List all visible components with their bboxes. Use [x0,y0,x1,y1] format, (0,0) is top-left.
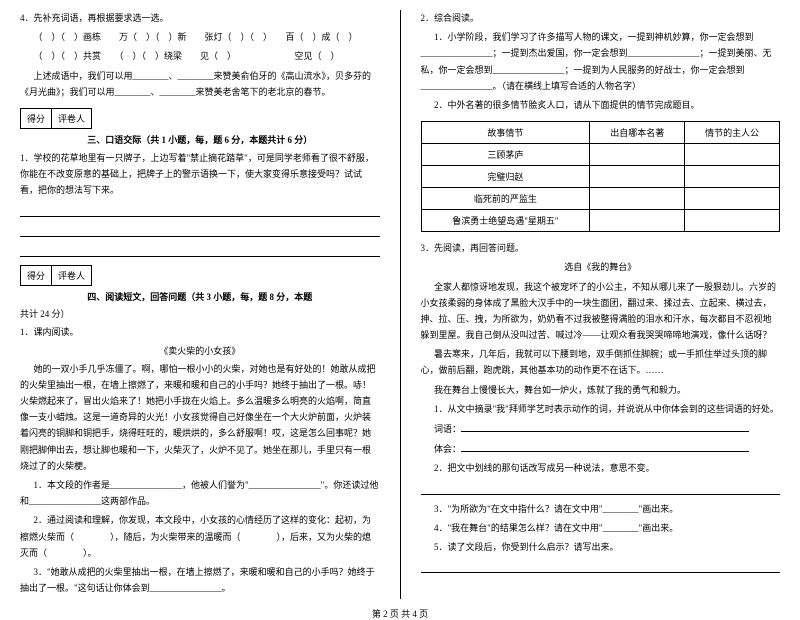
cell-plot: 鲁滨勇士绝望岛遇"星期五" [421,210,590,232]
r-q3-sub1: 1．从文中摘录"我"拜师学艺时表示动作的词，并说说从中你体会到的这些词语的好处。 [421,401,781,417]
r-q2-p1: 1．小学阶段，我们学习了许多描写人物的课文，一提到神机妙算，你一定会想到____… [421,29,781,94]
r-q3-sub5: 5．读了文段后，你受到什么启示？请写出来。 [421,539,781,555]
table-row: 鲁滨勇士绝望岛遇"星期五" [421,210,780,232]
cell-empty [685,188,780,210]
r-q3-sub2: 2．把文中划线的那句话改写成另一种说法，意思不变。 [421,460,781,476]
answer-lines-1 [20,203,380,257]
score-box-3: 得分 评卷人 [20,108,92,129]
s4-sub3: 3．"她敢从成把的火柴里抽出一根，在墙上擦燃了，来暖和暖和自己的小手吗？她终于抽… [20,564,380,596]
cell-empty [685,166,780,188]
r-q3-para1: 全家人都惊讶地发现，我这个被宠坏了的小公主，不知从哪儿来了一股狠劲儿。六岁的小女… [421,279,781,344]
q4-title: 4．先补充词语，再根据要求选一选。 [20,10,380,26]
page-container: 4．先补充词语，再根据要求选一选。 （ ）（ ）画栋 万（ ）（ ）新 张灯（ … [20,10,780,599]
score-label: 得分 [21,266,52,285]
th-book: 出自哪本名著 [590,122,685,144]
r-q3-para3: 我在舞台上慢慢长大，舞台如一炉火，炼就了我的勇气和毅力。 [421,382,781,398]
cell-empty [590,210,685,232]
s4-sub1: 1．本文段的作者是________________，他被人们誉为"_______… [20,477,380,509]
table-row: 三顾茅庐 [421,144,780,166]
cell-empty [590,166,685,188]
th-character: 情节的主人公 [685,122,780,144]
s4-q1-head: 1．课内阅读。 [20,324,380,340]
story-table: 故事情节 出自哪本名著 情节的主人公 三顾茅庐 完璧归赵 临死前的严监生 鲁滨勇… [421,121,781,232]
cell-plot: 临死前的严监生 [421,188,590,210]
r-q2-p2: 2．中外名著的很多情节脍炙人口，请从下面提供的情节完成题目。 [421,97,781,113]
q4-row1: （ ）（ ）画栋 万（ ）（ ）新 张灯（ ）（ ） 百（ ）成（ ） [20,29,380,45]
table-row: 完璧归赵 [421,166,780,188]
column-divider [400,10,401,599]
r-q3-sub1b: 体会： [421,440,781,457]
blank-line [461,420,749,432]
blank-line [461,440,749,452]
section3-head: 得分 评卷人 [20,108,380,129]
grader-label: 评卷人 [52,109,91,128]
cell-empty [590,188,685,210]
page-footer: 第 2 页 共 4 页 [20,607,780,620]
s4-sub2: 2．通过阅读和理解，你发现，本文段中，小女孩的心情经历了这样的变化：起初，为檫燃… [20,512,380,561]
score-box-4: 得分 评卷人 [20,265,92,286]
cell-empty [685,144,780,166]
cell-plot: 完璧归赵 [421,166,590,188]
q4-sentence: 上述成语中，我们可以用________、________来赞美俞伯牙的《高山流水… [20,68,380,100]
s4-para1: 她的一双小手几乎冻僵了。啊，哪怕一根小小的火柴，对她也是有好处的！她敢从成把的火… [20,361,380,474]
section4-head: 得分 评卷人 [20,265,380,286]
section4-continue: 共计 24 分） [20,307,380,320]
left-column: 4．先补充词语，再根据要求选一选。 （ ）（ ）画栋 万（ ）（ ）新 张灯（ … [20,10,380,599]
r-q3-head: 3．先阅读，再回答问题。 [421,240,781,256]
section3-title: 三、口语交际（共 1 小题，每，题 6 分，本题共计 6 分） [20,133,380,146]
right-column: 2．综合阅读。 1．小学阶段，我们学习了许多描写人物的课文，一提到神机妙算，你一… [421,10,781,599]
table-row: 临死前的严监生 [421,188,780,210]
r-q3-para2: 暑去寒来，几年后，我就可以下腰到地，双手倒抓住脚腕；或一手抓住举过头顶的脚心，做… [421,346,781,378]
label-words: 词语： [434,424,461,434]
story-title: 《卖火柴的小女孩》 [20,344,380,357]
grader-label: 评卷人 [52,266,91,285]
answer-lines-3 [421,559,781,573]
r-q3-sub3: 3．"为所欲为"在文中指什么？请在文中用"________"画出来。 [421,501,781,517]
th-plot: 故事情节 [421,122,590,144]
label-feel: 体会： [434,444,461,454]
cell-empty [685,210,780,232]
score-label: 得分 [21,109,52,128]
cell-plot: 三顾茅庐 [421,144,590,166]
r-q3-source: 选自《我的舞台》 [421,259,781,275]
q4-row2: （ ）（ ）共赏 （ ）（ ）绕梁 见（ ） 空见（ ） [20,48,380,64]
section3-q1: 1．学校的花草地里有一只牌子，上边写着"禁止摘花踏草"，可是同学老师看了很不舒服… [20,150,380,199]
r-q3-sub1a: 词语： [421,420,781,437]
section4-title: 四、阅读短文，回答问题（共 3 小题，每，题 8 分，本题 [20,290,380,303]
cell-empty [590,144,685,166]
answer-lines-2 [421,481,781,495]
table-header-row: 故事情节 出自哪本名著 情节的主人公 [421,122,780,144]
r-q3-sub4: 4．"我在舞台"的结果怎么样？请在文中用"________"画出来。 [421,520,781,536]
r-q2-head: 2．综合阅读。 [421,10,781,26]
